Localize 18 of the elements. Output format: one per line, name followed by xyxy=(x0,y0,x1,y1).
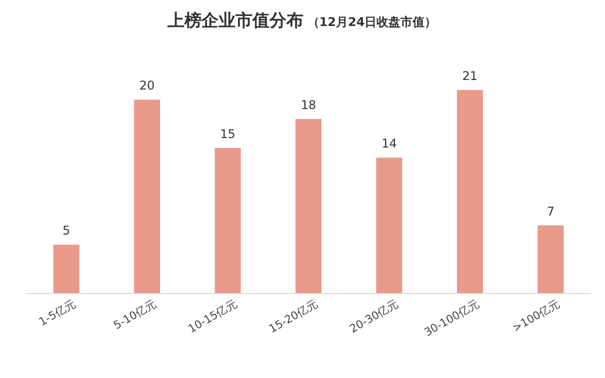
bar xyxy=(214,148,241,293)
data-label: 5 xyxy=(62,224,70,238)
data-label: 15 xyxy=(220,127,236,141)
chart-title: 上榜企业市值分布 xyxy=(166,11,304,31)
data-label: 20 xyxy=(139,78,155,93)
bar xyxy=(376,158,402,293)
bar xyxy=(296,119,322,293)
bar xyxy=(538,225,564,293)
data-label: 7 xyxy=(546,204,554,218)
x-tick-label: 1-5亿元 xyxy=(36,297,78,329)
bar xyxy=(53,244,80,293)
data-label: 21 xyxy=(462,69,478,83)
data-label: 14 xyxy=(382,136,397,151)
bar xyxy=(134,100,160,293)
bar xyxy=(456,90,483,293)
chart-subtitle: （12月24日收盘市值） xyxy=(307,15,437,29)
x-tick-label: 5-10亿元 xyxy=(111,297,159,332)
data-label: 18 xyxy=(300,98,316,112)
